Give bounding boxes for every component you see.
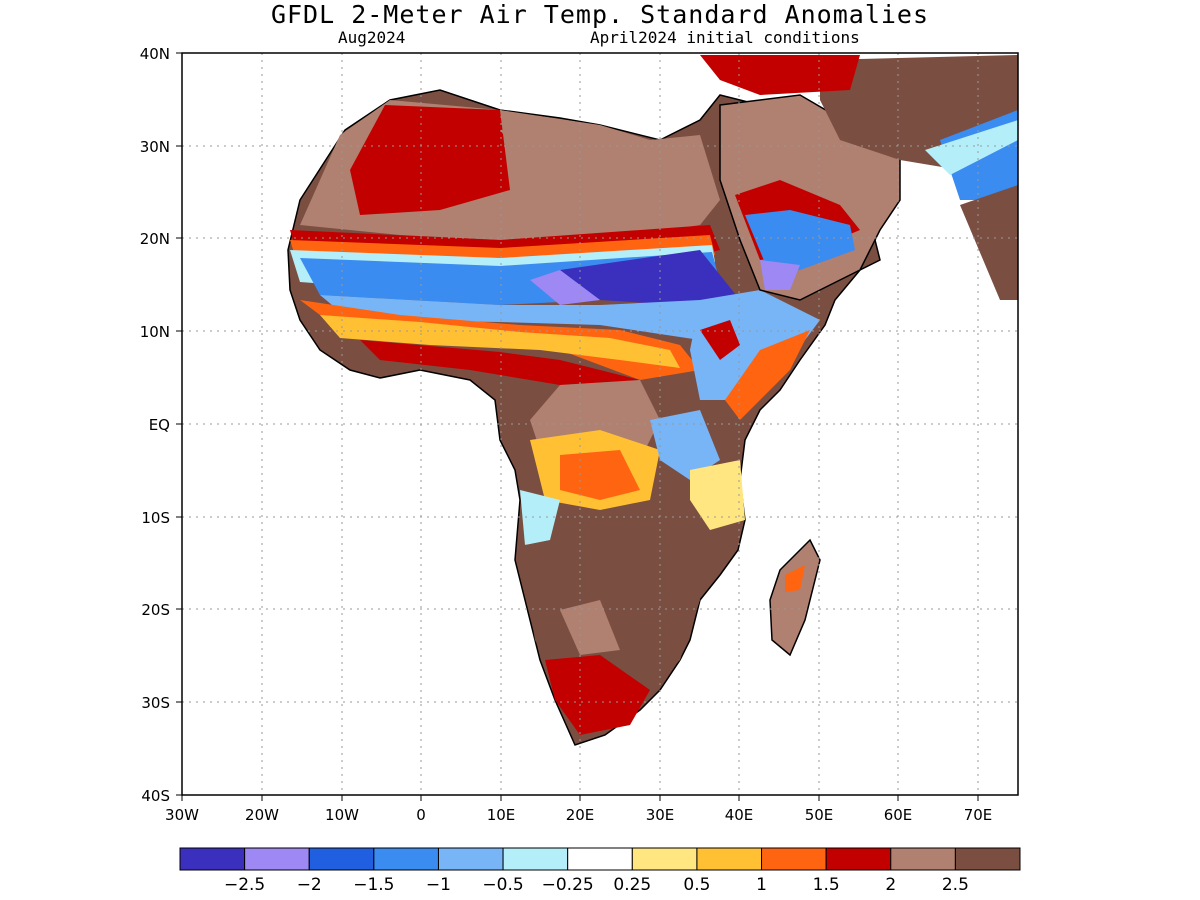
colorbar-label: −2.5 (224, 875, 265, 895)
egypt-red (500, 125, 600, 170)
colorbar-swatch (825, 847, 892, 871)
lat-label: 40S (141, 787, 170, 805)
colorbar-swatch (567, 847, 633, 871)
graticule (182, 53, 1018, 795)
lat-label: 20S (141, 601, 170, 619)
anomaly-field (287, 55, 1018, 746)
lat-label: 10S (141, 509, 170, 527)
lon-label: 60E (884, 806, 913, 824)
lat-label: EQ (149, 416, 170, 434)
colorbar-swatch (696, 847, 763, 871)
colorbar-label: −2 (297, 875, 322, 895)
colorbar-swatch (502, 847, 569, 871)
lon-label: 0 (416, 806, 426, 824)
colorbar-swatch (244, 847, 310, 871)
madagascar (769, 538, 821, 657)
sahel-purple (530, 270, 600, 305)
colorbar-label: 2.5 (942, 875, 969, 895)
lon-label: 30W (165, 806, 199, 824)
tanzania-yellow (690, 460, 745, 530)
lon-label: 20E (566, 806, 595, 824)
namibia-red (560, 600, 620, 655)
colorbar-label: 0.25 (613, 875, 651, 895)
lon-label: 20W (245, 806, 279, 824)
colorbar-swatch (761, 847, 827, 871)
colorbar-label: −1.5 (353, 875, 394, 895)
lon-label: 10W (325, 806, 359, 824)
colorbar-swatch (954, 847, 1021, 871)
arabia-purple (760, 260, 800, 290)
colorbar-label: −0.5 (482, 875, 523, 895)
horn-red (700, 320, 740, 360)
map-title: GFDL 2-Meter Air Temp. Standard Anomalie… (270, 0, 930, 29)
east-africa-orange (725, 330, 810, 420)
sahel-light-blue (320, 295, 740, 340)
colorbar-swatch (890, 847, 956, 871)
lat-label: 20N (140, 230, 170, 248)
latitude-labels: 40N 30N 20N 10N EQ 10S 20S 30S 40S (140, 45, 170, 805)
sahel-deep-blue (560, 250, 740, 305)
colorbar-legend: −2.5 −2 −1.5 −1 −0.5 −0.25 0.25 0.5 1 1.5 2 2.5 (179, 847, 1021, 895)
subtitle-initial-conditions: April2024 initial conditions (590, 28, 860, 47)
longitude-labels: 30W 20W 10W 0 10E 20E 30E 40E 50E 60E 70… (165, 806, 992, 824)
lon-label: 70E (964, 806, 993, 824)
lat-label: 10N (140, 323, 170, 341)
colorbar-label: 1.5 (813, 875, 840, 895)
lat-label: 30N (140, 138, 170, 156)
gulf-guinea-red (360, 340, 640, 385)
west-africa-yellow (320, 315, 680, 368)
colorbar-swatch (179, 847, 246, 871)
colorbar-label: 0.5 (683, 875, 710, 895)
colorbar-swatch (373, 847, 439, 871)
india-light (925, 120, 1018, 175)
lon-label: 10E (487, 806, 516, 824)
colorbar-label: 2 (885, 875, 896, 895)
sahara-red (350, 105, 510, 215)
subtitle-month: Aug2024 (338, 28, 406, 47)
india-red (960, 185, 1018, 300)
colorbar-swatch (631, 847, 698, 871)
axis-ticks (176, 52, 979, 801)
lat-label: 30S (141, 694, 170, 712)
colorbar-label: −1 (426, 875, 451, 895)
south-africa-red (545, 655, 650, 735)
lat-label: 40N (140, 45, 170, 63)
lakes-blue (650, 410, 720, 480)
colorbar-swatch (308, 847, 375, 871)
arabia-blue (745, 210, 855, 275)
lon-label: 50E (805, 806, 834, 824)
med-red (700, 55, 860, 95)
lon-label: 30E (646, 806, 675, 824)
madagascar-orange (785, 565, 805, 592)
colorbar-swatch (437, 847, 504, 871)
lon-label: 40E (725, 806, 754, 824)
horn-blue (690, 290, 820, 400)
colorbar-label: 1 (756, 875, 767, 895)
colorbar-label: −0.25 (542, 875, 594, 895)
